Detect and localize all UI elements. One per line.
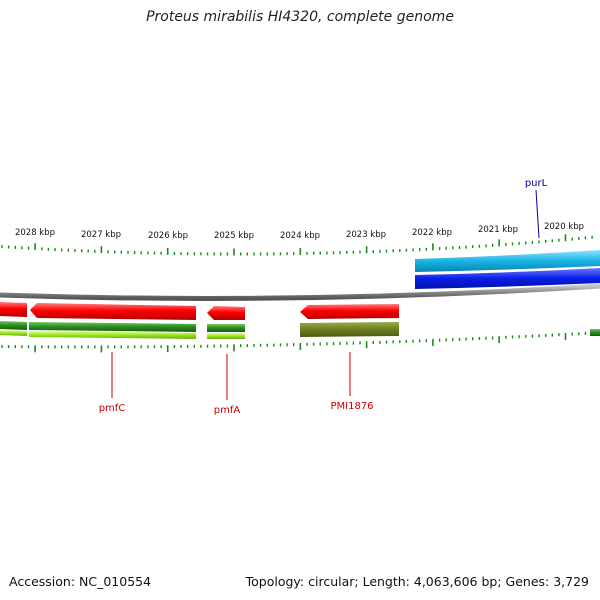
accession-text: Accession: NC_010554 <box>9 574 152 589</box>
gene-label-pmfA[interactable]: pmfA <box>214 405 241 416</box>
scale-label-2028: 2028 kbp <box>15 228 55 238</box>
scale-label-2020: 2020 kbp <box>544 222 584 232</box>
purL-leader-line <box>535 189 540 239</box>
reverse-gene-left-edge[interactable] <box>0 302 27 317</box>
scale-label-2022: 2022 kbp <box>412 228 452 238</box>
reverse-gene-pmfA[interactable] <box>207 306 245 320</box>
forward-gene-blue[interactable] <box>415 268 600 289</box>
scale-ticks-upper <box>1 234 593 256</box>
genome-summary-text: Topology: circular; Length: 4,063,606 bp… <box>245 574 589 589</box>
scale-ticks-lower <box>1 331 593 353</box>
scale-label-2021: 2021 kbp <box>478 225 518 235</box>
scale-label-2025: 2025 kbp <box>214 231 254 241</box>
scale-label-2023: 2023 kbp <box>346 230 386 240</box>
forward-gene-cyan[interactable] <box>415 250 600 272</box>
genome-backbone <box>0 283 600 301</box>
cds-lime-track <box>29 331 196 339</box>
cds-lime-short <box>207 333 245 339</box>
scale-label-2027: 2027 kbp <box>81 230 121 240</box>
reverse-gene-pmfC[interactable] <box>30 303 196 320</box>
cds-dark-green-short <box>207 324 245 332</box>
reverse-gene-PMI1876[interactable] <box>300 304 399 319</box>
scale-label-2026: 2026 kbp <box>148 231 188 241</box>
scale-label-2024: 2024 kbp <box>280 231 320 241</box>
cds-dark-green-left <box>0 321 27 330</box>
gene-label-PMI1876[interactable]: PMI1876 <box>330 401 373 412</box>
cds-lime-left <box>0 330 27 336</box>
cds-olive-block <box>300 322 399 337</box>
gene-label-pmfC[interactable]: pmfC <box>99 403 126 414</box>
gene-label-purL[interactable]: purL <box>525 178 548 189</box>
cds-dark-green-track <box>29 322 196 332</box>
map-title: Proteus mirabilis HI4320, complete genom… <box>146 9 454 25</box>
